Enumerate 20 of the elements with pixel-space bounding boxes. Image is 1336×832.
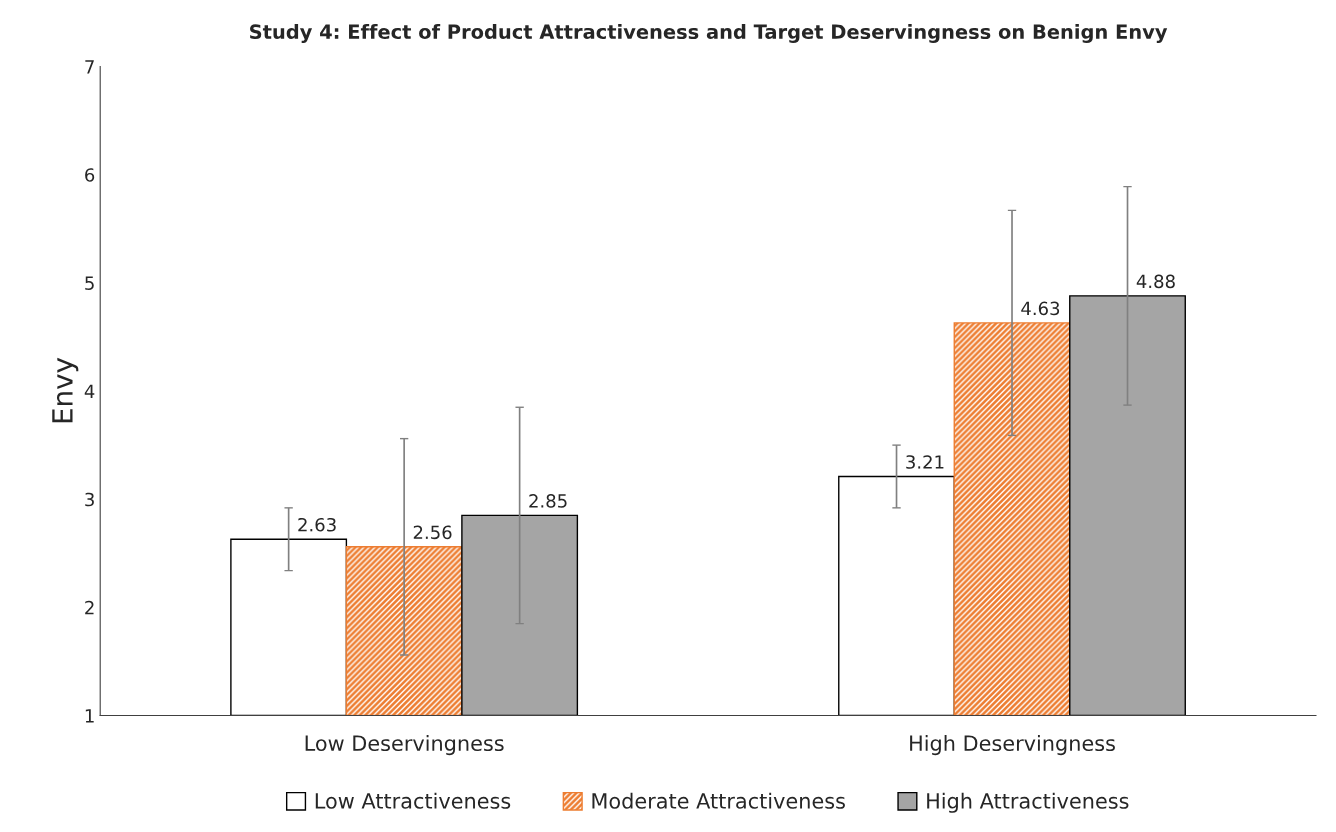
y-axis-title: Envy: [52, 357, 79, 423]
y-tick-label: 2: [85, 600, 94, 615]
data-label: 2.85: [529, 494, 567, 508]
y-tick-label: 7: [85, 60, 94, 74]
data-label: 4.63: [1021, 301, 1060, 316]
x-tick-label: High Deservingness: [910, 734, 1115, 756]
legend-label: High Attractiveness: [927, 792, 1129, 813]
y-tick-label: 4: [84, 384, 95, 398]
x-tick-label: Low Deservingness: [305, 734, 504, 756]
y-tick-label: 6: [85, 168, 95, 182]
legend-label: Low Attractiveness: [315, 792, 511, 809]
legend-label: Moderate Attractiveness: [592, 792, 845, 809]
chart-title: Study 4: Effect of Product Attractiveness and Target Deservingness on Benign Envy: [250, 24, 1168, 43]
y-tick-label: 1: [85, 709, 94, 723]
data-label: 2.63: [298, 517, 336, 532]
y-tick-label: 3: [85, 492, 94, 507]
data-label: 2.56: [413, 525, 452, 540]
data-label: 4.88: [1136, 274, 1175, 289]
data-label: 3.21: [906, 455, 944, 469]
y-tick-label: 5: [85, 276, 94, 290]
